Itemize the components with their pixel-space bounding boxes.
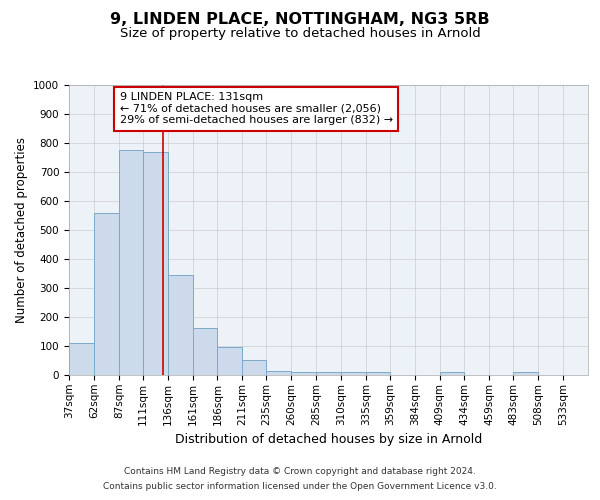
Bar: [217, 347, 242, 375]
Text: 9 LINDEN PLACE: 131sqm
← 71% of detached houses are smaller (2,056)
29% of semi-: 9 LINDEN PLACE: 131sqm ← 71% of detached…: [120, 92, 393, 126]
Bar: [291, 372, 316, 375]
Text: 9, LINDEN PLACE, NOTTINGHAM, NG3 5RB: 9, LINDEN PLACE, NOTTINGHAM, NG3 5RB: [110, 12, 490, 28]
Bar: [366, 372, 390, 375]
Bar: [94, 213, 119, 375]
Text: Size of property relative to detached houses in Arnold: Size of property relative to detached ho…: [119, 28, 481, 40]
Bar: [242, 360, 266, 375]
Bar: [119, 150, 143, 375]
Bar: [266, 370, 291, 375]
X-axis label: Distribution of detached houses by size in Arnold: Distribution of detached houses by size …: [175, 433, 482, 446]
Bar: [440, 372, 464, 375]
Bar: [513, 372, 538, 375]
Text: Contains HM Land Registry data © Crown copyright and database right 2024.: Contains HM Land Registry data © Crown c…: [124, 467, 476, 476]
Bar: [316, 372, 341, 375]
Bar: [167, 275, 193, 375]
Bar: [341, 372, 366, 375]
Y-axis label: Number of detached properties: Number of detached properties: [14, 137, 28, 323]
Bar: [143, 152, 167, 375]
Bar: [193, 328, 217, 375]
Bar: [69, 343, 94, 375]
Text: Contains public sector information licensed under the Open Government Licence v3: Contains public sector information licen…: [103, 482, 497, 491]
